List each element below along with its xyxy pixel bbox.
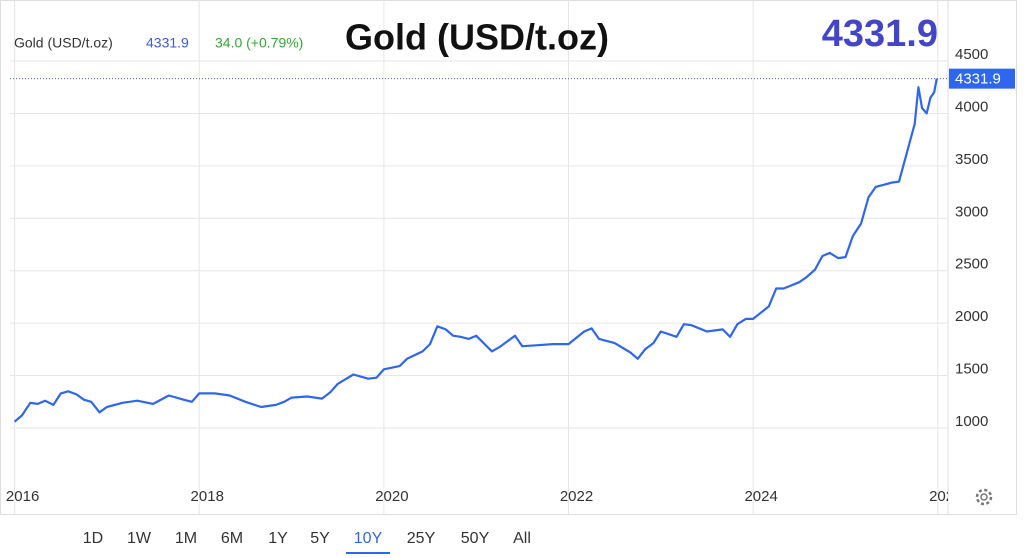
range-button[interactable]: 1W	[127, 530, 152, 547]
legend-change: 34.0 (+0.79%)	[215, 35, 303, 51]
y-tick-label: 2500	[955, 256, 988, 273]
range-button[interactable]: 1M	[175, 530, 197, 547]
legend-value: 4331.9	[146, 35, 189, 51]
range-button[interactable]: 1D	[83, 530, 103, 547]
x-tick-label: 2020	[375, 488, 408, 505]
price-line	[13, 78, 938, 423]
y-tick-label: 1000	[955, 413, 988, 430]
range-button[interactable]: All	[513, 530, 531, 547]
y-tick-label: 3000	[955, 203, 988, 220]
range-button[interactable]: 6M	[221, 530, 243, 547]
y-tick-label: 4500	[955, 46, 988, 63]
chart-frame	[0, 0, 1017, 515]
price-tag-label: 4331.9	[955, 71, 1001, 88]
y-tick-label: 3500	[955, 151, 988, 168]
range-button[interactable]: 1Y	[268, 530, 288, 547]
range-button[interactable]: 25Y	[407, 530, 436, 547]
y-tick-label: 4000	[955, 98, 988, 115]
y-tick-label: 1500	[955, 361, 988, 378]
range-button[interactable]: 5Y	[310, 530, 330, 547]
x-tick-label: 2022	[560, 488, 593, 505]
x-tick-label: 2024	[744, 488, 777, 505]
x-tick-label: 2016	[6, 488, 39, 505]
current-price: 4331.9	[822, 13, 938, 55]
x-tick-label: 2018	[191, 488, 224, 505]
y-tick-label: 2000	[955, 308, 988, 325]
chart-title: Gold (USD/t.oz)	[345, 17, 609, 58]
range-button[interactable]: 10Y	[354, 530, 383, 547]
range-button[interactable]: 50Y	[461, 530, 490, 547]
price-tag	[949, 68, 1015, 89]
settings-icon[interactable]	[975, 488, 993, 506]
legend-name: Gold (USD/t.oz)	[14, 35, 113, 51]
x-tick-label: 2026	[929, 488, 962, 505]
